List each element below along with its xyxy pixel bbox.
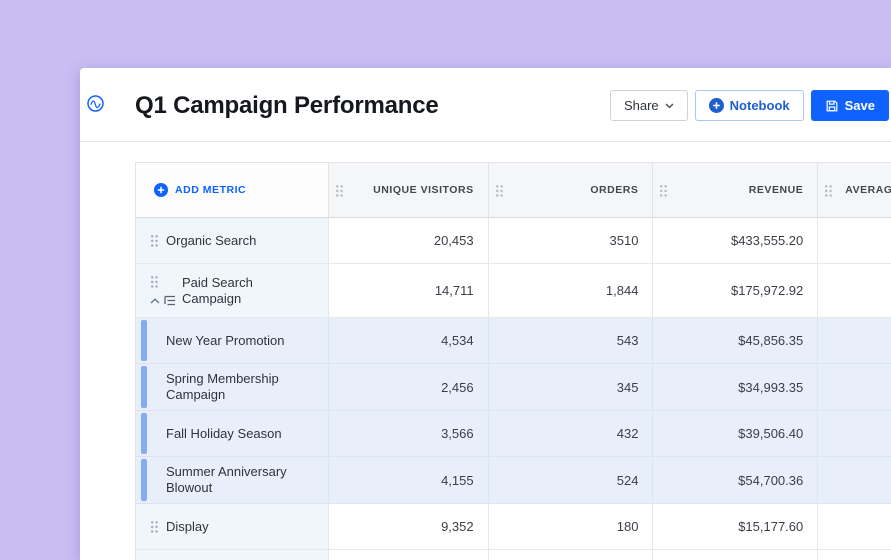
cell-unique-visitors: 3,566 <box>328 411 489 456</box>
column-header-unique-visitors[interactable]: UNIQUE VISITORS <box>328 163 489 217</box>
main-panel: Q1 Campaign Performance Share Notebook S… <box>80 68 891 560</box>
column-header-label: UNIQUE VISITORS <box>373 184 474 196</box>
cell-average <box>818 411 891 456</box>
column-header-label: ORDERS <box>590 184 639 196</box>
cell-unique-visitors: 14,711 <box>329 264 489 317</box>
cell-average <box>818 504 891 549</box>
save-button-label: Save <box>844 98 875 113</box>
row-drag-handle-icon[interactable] <box>150 275 158 288</box>
column-header-label: REVENUE <box>748 184 804 196</box>
row-drag-handle-icon[interactable] <box>150 520 158 533</box>
column-drag-handle-icon[interactable] <box>824 184 833 197</box>
cell-unique-visitors: 20,453 <box>329 218 489 263</box>
cell-revenue: $34,993.35 <box>653 364 819 410</box>
cell-average <box>818 550 891 560</box>
cell-orders <box>489 550 654 560</box>
row-label: Paid Search Campaign <box>182 274 253 306</box>
column-drag-handle-icon[interactable] <box>494 184 503 197</box>
cell-unique-visitors: 4,534 <box>328 318 489 363</box>
cell-orders: 3510 <box>489 218 654 263</box>
cell-unique-visitors: 9,352 <box>329 504 489 549</box>
metric-cell: Organic Search <box>136 218 329 263</box>
breakdown-tree-icon[interactable] <box>164 295 176 306</box>
row-label: Organic Search <box>166 232 257 248</box>
row-label: New Year Promotion <box>166 332 285 348</box>
page-title: Q1 Campaign Performance <box>135 91 439 119</box>
cell-orders: 345 <box>488 364 654 410</box>
app-logo-icon[interactable] <box>87 95 104 112</box>
metric-cell: New Year Promotion <box>136 318 329 363</box>
metric-cell <box>136 550 329 560</box>
cell-unique-visitors: 2,456 <box>328 364 489 410</box>
plus-circle-icon <box>708 98 724 113</box>
table-row-partial <box>136 550 891 560</box>
share-button[interactable]: Share <box>609 90 688 121</box>
table-row-new-year-promotion[interactable]: New Year Promotion 4,534 543 $45,856.35 <box>136 318 891 364</box>
plus-circle-icon <box>154 183 168 197</box>
cell-revenue <box>653 550 819 560</box>
cell-average <box>818 364 891 410</box>
cell-revenue: $54,700.36 <box>653 457 819 503</box>
table-row-spring-membership-campaign[interactable]: Spring Membership Campaign 2,456 345 $34… <box>136 364 891 411</box>
column-drag-handle-icon[interactable] <box>334 184 343 197</box>
column-header-orders[interactable]: ORDERS <box>488 163 654 217</box>
table-row-summer-anniversary-blowout[interactable]: Summer Anniversary Blowout 4,155 524 $54… <box>136 457 891 504</box>
cell-unique-visitors: 4,155 <box>328 457 489 503</box>
cell-average <box>818 457 891 503</box>
save-disk-icon <box>825 99 839 113</box>
table-row-fall-holiday-season[interactable]: Fall Holiday Season 3,566 432 $39,506.40 <box>136 411 891 457</box>
metric-cell: Display <box>136 504 329 549</box>
column-header-revenue[interactable]: REVENUE <box>653 163 819 217</box>
cell-average <box>818 218 891 263</box>
cell-unique-visitors <box>329 550 489 560</box>
column-header-label: AVERAG <box>845 184 891 196</box>
row-label: Fall Holiday Season <box>166 425 282 441</box>
cell-revenue: $433,555.20 <box>653 218 819 263</box>
metric-cell: Paid Search Campaign <box>136 264 329 317</box>
column-drag-handle-icon[interactable] <box>659 184 668 197</box>
add-metric-button[interactable]: ADD METRIC <box>136 163 329 217</box>
cell-orders: 180 <box>489 504 654 549</box>
row-label: Display <box>166 518 209 534</box>
cell-revenue: $45,856.35 <box>653 318 819 363</box>
save-button[interactable]: Save <box>810 90 889 121</box>
cell-revenue: $15,177.60 <box>653 504 819 549</box>
cell-average <box>818 318 891 363</box>
page-header: Q1 Campaign Performance Share Notebook S… <box>80 68 891 142</box>
cell-orders: 524 <box>488 457 654 503</box>
metrics-table: ADD METRIC UNIQUE VISITORS ORDERS REVENU… <box>135 162 891 560</box>
table-row-display[interactable]: Display 9,352 180 $15,177.60 <box>136 504 891 550</box>
collapse-chevron-up-icon[interactable] <box>150 297 160 304</box>
column-header-average[interactable]: AVERAG <box>818 163 891 217</box>
table-row-organic-search[interactable]: Organic Search 20,453 3510 $433,555.20 <box>136 218 891 264</box>
metric-cell: Summer Anniversary Blowout <box>136 457 329 503</box>
chevron-down-icon <box>665 102 674 109</box>
table-header-row: ADD METRIC UNIQUE VISITORS ORDERS REVENU… <box>136 163 891 218</box>
metric-cell: Fall Holiday Season <box>136 411 329 456</box>
cell-average <box>818 264 891 317</box>
row-drag-handle-icon[interactable] <box>150 234 158 247</box>
row-label: Summer Anniversary Blowout <box>166 464 287 495</box>
cell-orders: 432 <box>488 411 654 456</box>
share-button-label: Share <box>623 98 659 113</box>
row-label: Spring Membership Campaign <box>166 371 279 402</box>
metric-cell: Spring Membership Campaign <box>136 364 329 410</box>
add-metric-label: ADD METRIC <box>175 184 247 196</box>
cell-orders: 1,844 <box>489 264 654 317</box>
notebook-button-label: Notebook <box>729 98 790 113</box>
notebook-button[interactable]: Notebook <box>694 90 804 121</box>
cell-revenue: $175,972.92 <box>653 264 819 317</box>
cell-revenue: $39,506.40 <box>653 411 819 456</box>
cell-orders: 543 <box>488 318 654 363</box>
table-row-paid-search-campaign[interactable]: Paid Search Campaign 14,711 1,844 $175,9… <box>136 264 891 318</box>
